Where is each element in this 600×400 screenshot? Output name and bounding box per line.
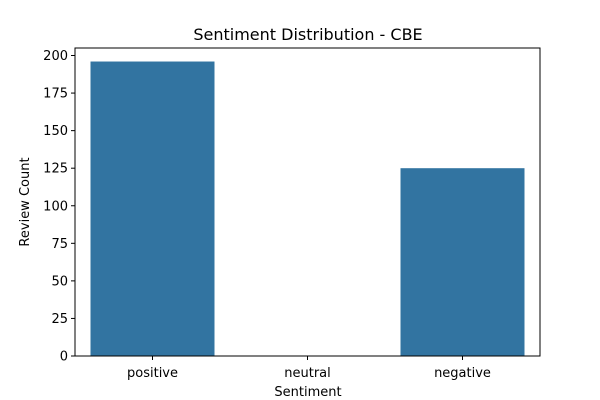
x-axis-label: Sentiment bbox=[274, 385, 341, 400]
y-tick-label: 0 bbox=[60, 350, 68, 365]
y-tick-label: 50 bbox=[51, 274, 68, 289]
y-tick-label: 150 bbox=[43, 124, 68, 139]
y-tick-label: 200 bbox=[43, 49, 68, 64]
y-tick-label: 75 bbox=[51, 237, 68, 252]
y-tick-label: 100 bbox=[43, 199, 68, 214]
y-tick-label: 125 bbox=[43, 162, 68, 177]
y-axis-ticks: 0 25 50 75 100 125 150 175 200 bbox=[43, 49, 75, 365]
x-tick-label: negative bbox=[434, 366, 491, 381]
bars-group bbox=[90, 61, 525, 357]
y-axis-label: Review Count bbox=[18, 157, 33, 246]
bar-negative bbox=[400, 168, 525, 356]
x-tick-label: neutral bbox=[284, 366, 331, 381]
x-tick-label: positive bbox=[127, 366, 178, 381]
y-tick-label: 175 bbox=[43, 87, 68, 102]
bar-positive bbox=[90, 61, 215, 357]
x-axis-ticks: positive neutral negative bbox=[127, 356, 491, 381]
plot-frame bbox=[74, 47, 541, 357]
y-tick-label: 25 bbox=[51, 312, 68, 327]
chart-title: Sentiment Distribution - CBE bbox=[193, 25, 422, 44]
